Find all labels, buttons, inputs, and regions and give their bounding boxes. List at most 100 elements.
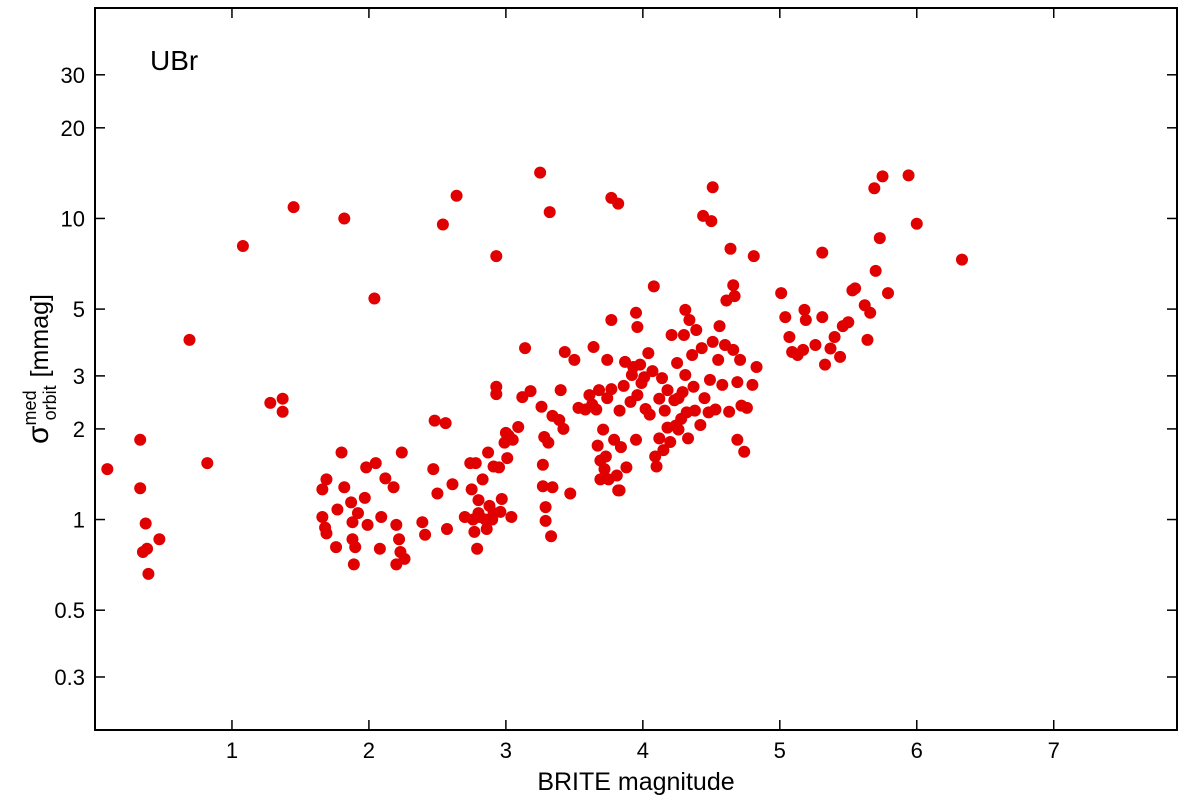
point [568, 353, 581, 366]
point [671, 357, 684, 370]
point [706, 181, 719, 194]
x-tick-label: 3 [500, 738, 512, 763]
point [955, 253, 968, 266]
point [638, 371, 651, 384]
point [723, 405, 736, 418]
point [750, 361, 763, 374]
point [369, 457, 382, 470]
point [539, 514, 552, 527]
point [419, 528, 432, 541]
point [591, 439, 604, 452]
point [501, 452, 514, 465]
point [512, 420, 525, 433]
point [799, 313, 812, 326]
point [727, 343, 740, 356]
point [201, 457, 214, 470]
point [347, 558, 360, 571]
point [738, 445, 751, 458]
point [612, 197, 625, 210]
point [546, 481, 559, 494]
point [630, 306, 642, 319]
point [338, 212, 351, 225]
point [516, 391, 529, 404]
point [716, 378, 729, 391]
point [476, 473, 489, 486]
point [682, 432, 695, 445]
point [480, 523, 493, 536]
point [519, 342, 532, 355]
annotation: UBr [150, 45, 198, 76]
point [472, 494, 485, 507]
point [688, 404, 701, 417]
point [828, 330, 841, 343]
point [910, 217, 923, 230]
point [809, 338, 822, 351]
point [398, 552, 411, 565]
point [264, 396, 277, 409]
point [613, 404, 626, 417]
point [724, 242, 737, 255]
point [505, 510, 518, 523]
point [706, 335, 719, 348]
point [631, 389, 644, 402]
point [614, 441, 627, 454]
point [539, 501, 552, 514]
point [468, 525, 481, 538]
point [471, 542, 484, 555]
point [679, 303, 692, 316]
point [643, 408, 656, 421]
point [676, 386, 689, 399]
point [554, 384, 567, 397]
point [658, 404, 671, 417]
point [597, 423, 610, 436]
point [686, 348, 699, 361]
point [734, 353, 747, 366]
point [868, 182, 881, 195]
point [705, 215, 718, 228]
point [360, 461, 373, 474]
point [583, 389, 596, 402]
plot-frame [94, 7, 1178, 731]
point [427, 463, 440, 476]
point [709, 403, 722, 416]
point [694, 419, 707, 432]
point [679, 369, 692, 382]
point [440, 523, 453, 536]
point [653, 392, 666, 405]
point [587, 341, 600, 354]
point [665, 329, 678, 342]
point [534, 166, 547, 179]
point [834, 350, 847, 363]
point [495, 493, 508, 506]
point [276, 405, 289, 418]
y-label-symbol: σ [22, 425, 55, 444]
point [335, 446, 348, 459]
point [558, 346, 571, 359]
point [431, 487, 444, 500]
point [358, 491, 371, 504]
y-tick-label: 0.3 [54, 665, 85, 690]
point [387, 481, 400, 494]
point [482, 446, 495, 459]
point [620, 461, 633, 474]
point [236, 240, 249, 253]
point [613, 484, 626, 497]
point [379, 472, 392, 485]
point [142, 567, 155, 580]
x-tick-label: 2 [363, 738, 375, 763]
point [687, 380, 700, 393]
point [657, 444, 670, 457]
point [390, 518, 403, 531]
point [873, 232, 886, 245]
point [330, 541, 343, 554]
point [690, 324, 703, 337]
point [524, 385, 537, 398]
point [849, 282, 862, 295]
point [902, 169, 915, 182]
point [395, 446, 408, 459]
point [465, 483, 478, 496]
y-label-sub: orbit [40, 385, 60, 420]
point [535, 400, 548, 413]
point [798, 303, 811, 316]
